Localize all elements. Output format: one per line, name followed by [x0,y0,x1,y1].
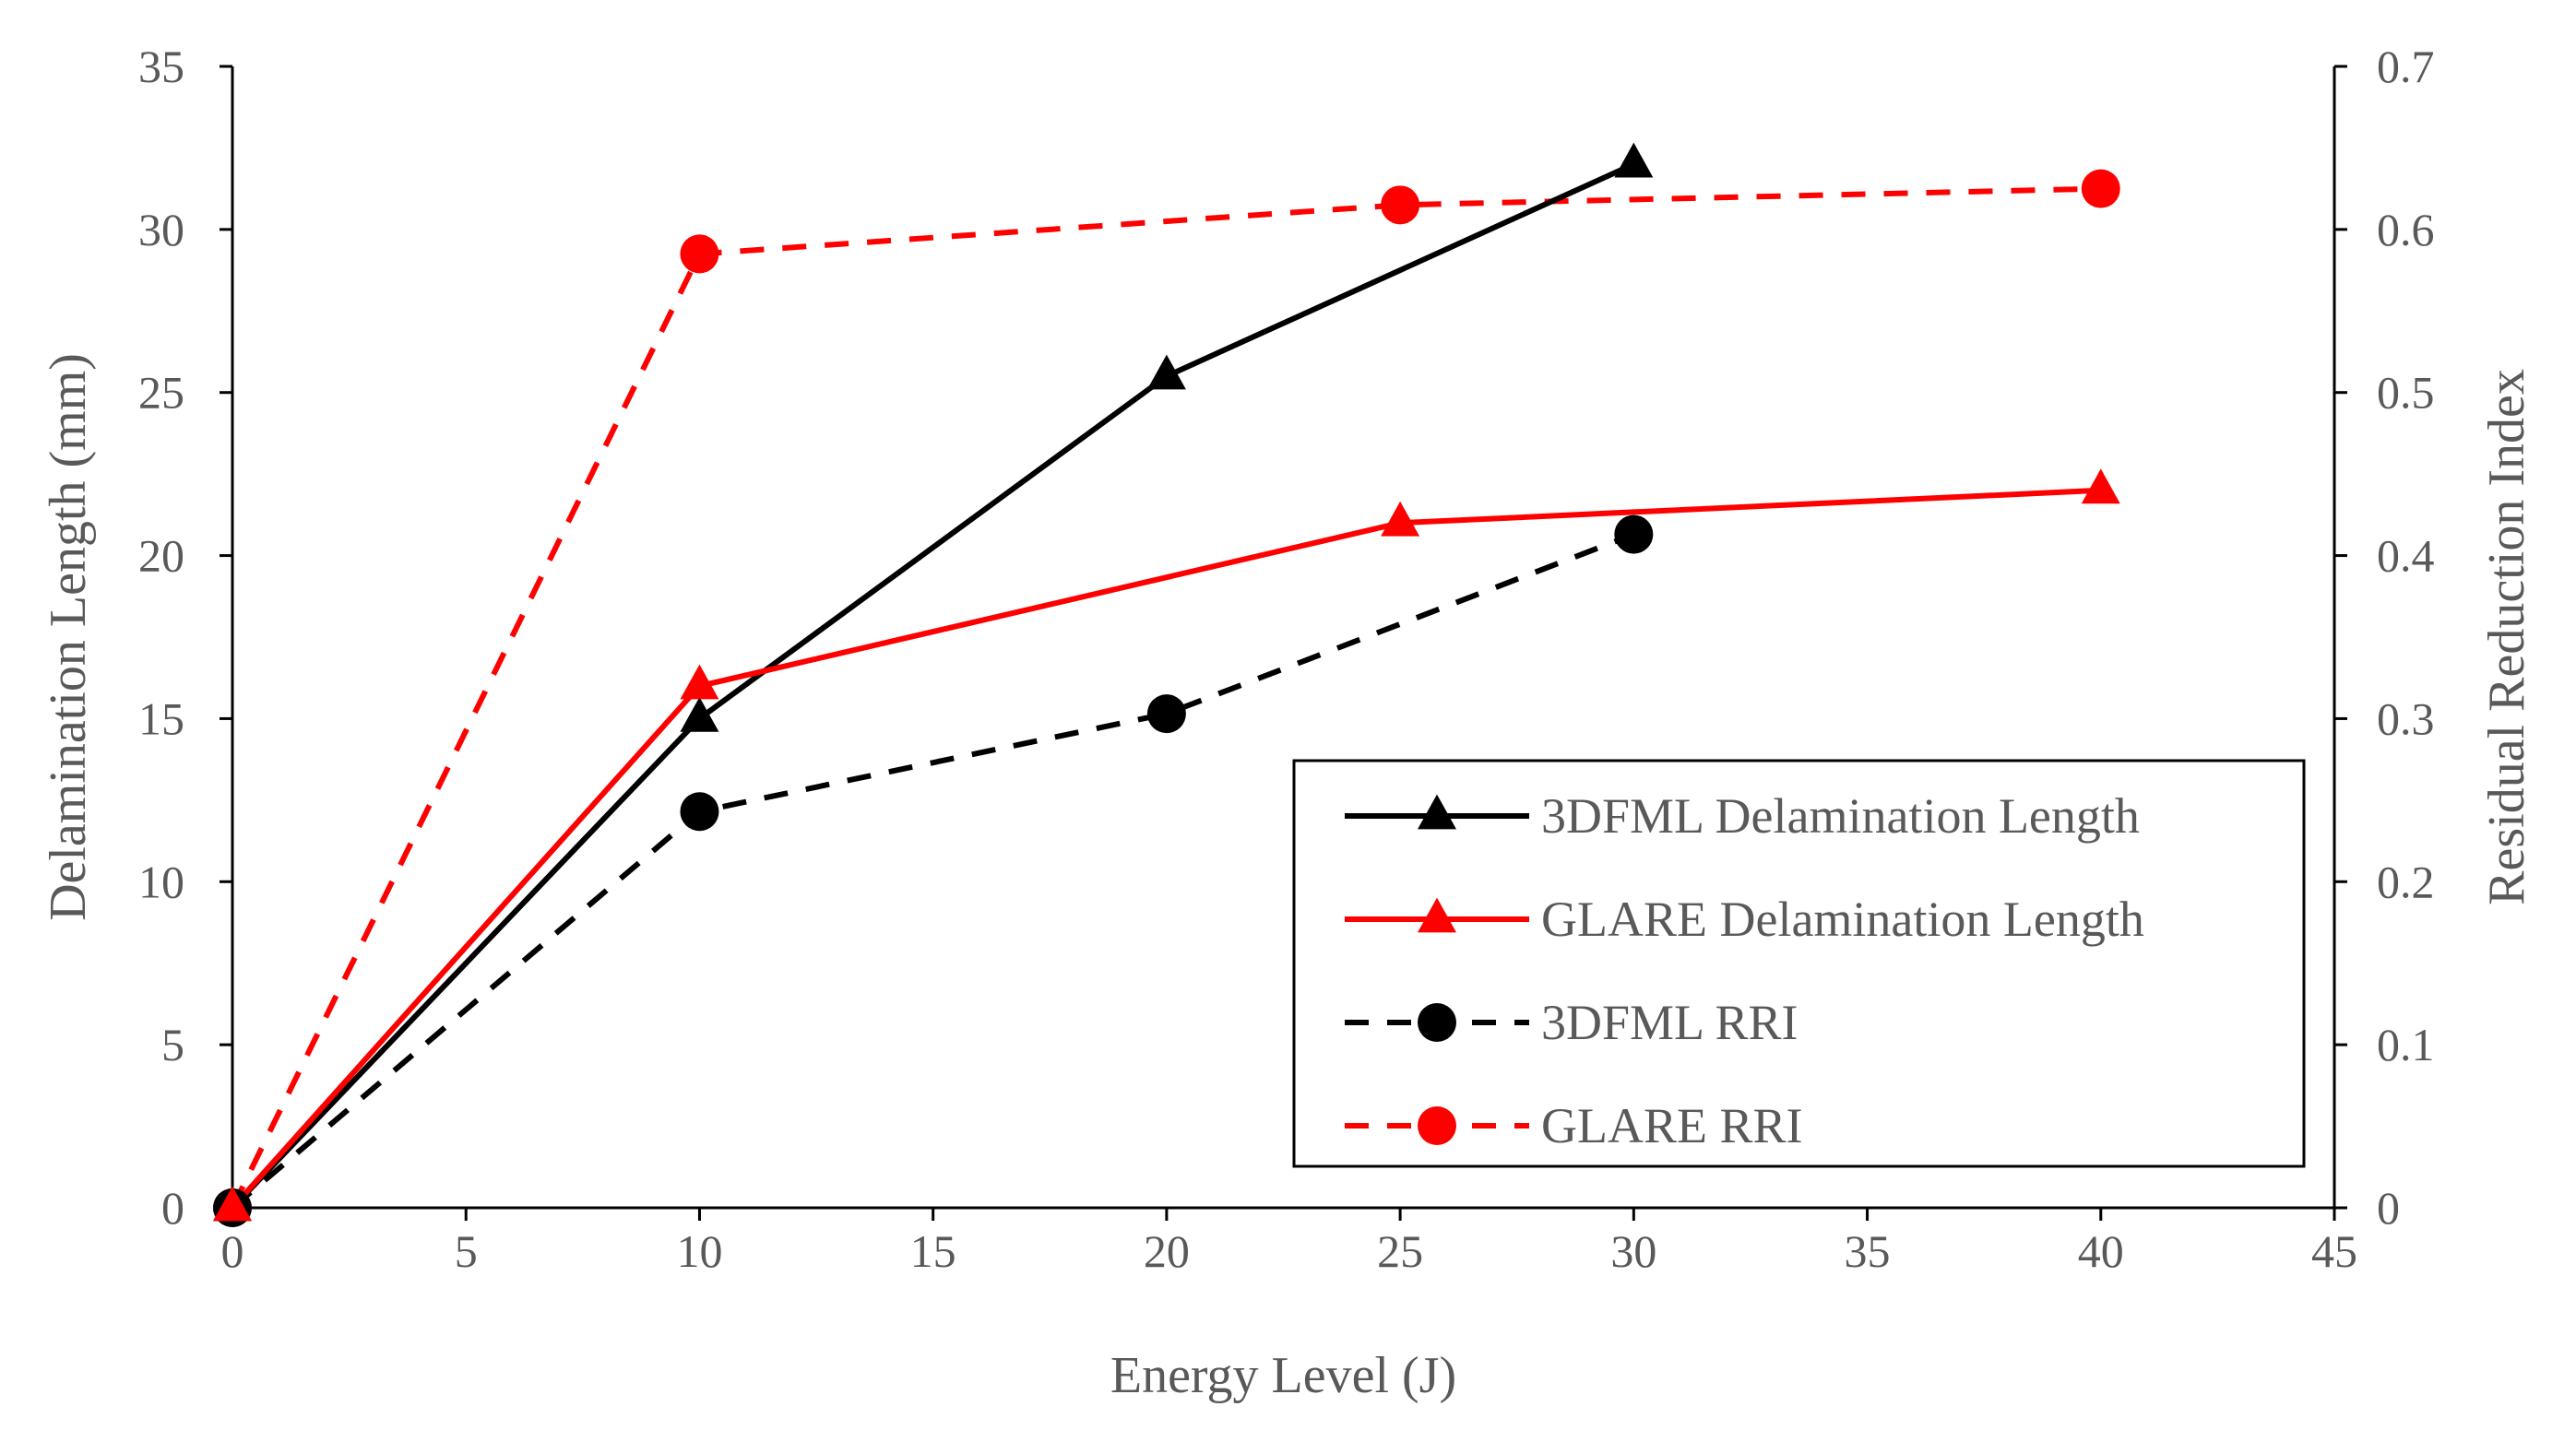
y-right-tick-label: 0 [2377,1182,2400,1234]
x-tick-label: 0 [221,1225,244,1277]
series-1-point-3 [2081,468,2120,504]
y-right-tick-label: 0.1 [2377,1019,2435,1070]
y-left-tick-label: 5 [161,1019,184,1070]
y-right-tick-label: 0.5 [2377,367,2435,419]
y-right-tick-label: 0.7 [2377,41,2435,92]
x-tick-label: 10 [676,1225,722,1277]
y-right-tick-label: 0.2 [2377,856,2435,907]
series-0-point-1 [680,696,719,732]
y-left-tick-label: 15 [138,692,184,744]
x-tick-label: 40 [2078,1225,2124,1277]
series-2-point-3 [1614,514,1654,554]
series-1-point-1 [680,664,719,700]
legend-label-3: GLARE RRI [1541,1098,1803,1153]
y-left-tick-label: 20 [138,530,184,582]
x-tick-label: 25 [1377,1225,1423,1277]
y-right-tick-label: 0.6 [2377,204,2435,255]
series-0-point-3 [1614,142,1654,178]
y-left-tick-label: 35 [138,41,184,92]
series-3-point-2 [1381,185,1420,225]
legend: 3DFML Delamination Length GLARE Delaminat… [1292,759,2306,1168]
axes: 0 5 10 15 20 25 30 35 40 45 0 5 10 15 20 25 30 35 0 0.1 0.2 0… [40,41,2535,1404]
series-line-1 [230,487,2101,1211]
series-3-point-1 [680,234,719,274]
y-axis-left-title: Delamination Length (mm) [40,353,97,921]
x-tick-label: 35 [1845,1225,1891,1277]
series-line-0 [230,161,1635,1211]
x-tick-label: 15 [910,1225,956,1277]
legend-label-1: GLARE Delamination Length [1541,892,2144,947]
legend-label-2: 3DFML RRI [1541,995,1798,1050]
legend-marker-2 [1418,1003,1456,1042]
series-0-point-2 [1146,354,1186,390]
series-group [230,161,2101,1211]
x-tick-label: 5 [455,1225,478,1277]
series-2-point-1 [680,792,719,832]
legend-label-0: 3DFML Delamination Length [1541,788,2140,844]
x-tick-label: 20 [1144,1225,1190,1277]
x-tick-label: 45 [2311,1225,2357,1277]
y-right-tick-label: 0.4 [2377,530,2435,582]
series-2-point-2 [1146,694,1186,734]
legend-box [1292,759,2306,1168]
y-right-tick-label: 0.3 [2377,692,2435,744]
series-line-2 [231,531,1635,1211]
x-tick-label: 30 [1610,1225,1656,1277]
markers-group [213,142,2120,1227]
y-left-tick-label: 0 [161,1182,184,1234]
series-3-point-3 [2081,169,2120,208]
y-axis-right-title: Residual Reduction Index [2478,369,2535,905]
y-left-tick-label: 25 [138,367,184,419]
x-axis-title: Energy Level (J) [1110,1347,1456,1404]
legend-marker-1 [1418,897,1456,933]
series-1-point-0 [213,1186,252,1222]
y-left-tick-label: 10 [138,856,184,907]
legend-marker-0 [1418,794,1456,830]
series-line-3 [230,185,2101,1210]
y-left-tick-label: 30 [138,204,184,255]
series-1-point-2 [1381,501,1420,537]
legend-marker-3 [1418,1106,1456,1145]
